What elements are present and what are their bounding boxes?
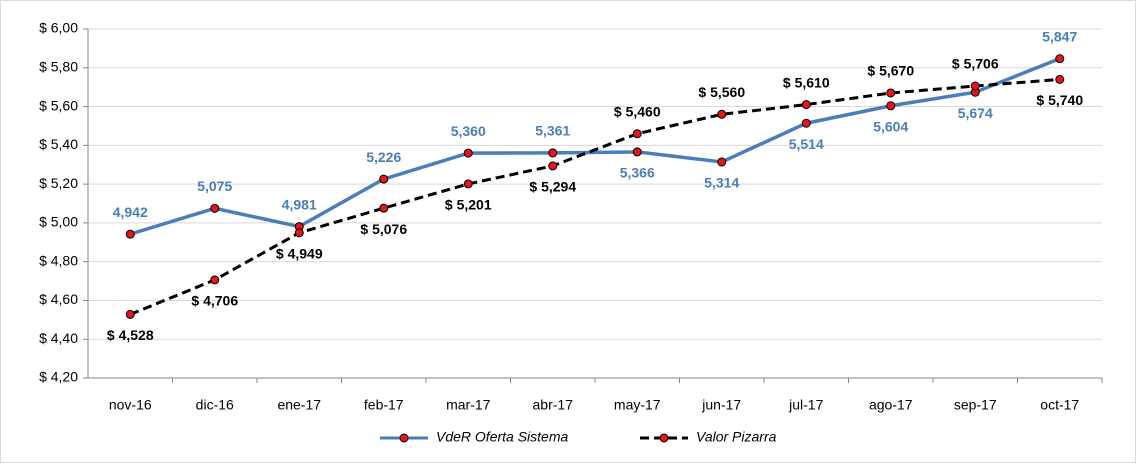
data-label: $ 5,294 [529,179,576,195]
data-label: 5,514 [789,136,824,152]
data-label: 5,674 [958,105,993,121]
point [379,203,389,213]
x-tick-label: ene-17 [277,397,321,413]
series-line [129,57,1061,236]
point [632,147,642,157]
data-label: 5,075 [197,178,232,194]
data-label: 5,226 [366,149,401,165]
data-label: $ 5,670 [867,63,914,79]
point [717,157,727,167]
series-line [129,77,1060,316]
data-label: 5,847 [1042,28,1077,44]
x-tick-label: jun-17 [701,397,741,413]
x-tick-label: jul-17 [788,397,823,413]
data-label: 5,314 [704,175,739,191]
y-tick-label: $ 4,40 [39,330,78,346]
x-tick-label: feb-17 [364,397,404,413]
data-label: $ 5,740 [1036,92,1083,108]
point [801,100,811,110]
legend-label: VdeR Oferta Sistema [436,429,568,445]
point [463,148,473,158]
y-tick-label: $ 5,20 [39,175,78,191]
y-tick-label: $ 4,60 [39,291,78,307]
data-label: $ 5,610 [783,74,830,90]
point [801,118,811,128]
x-tick-label: may-17 [614,397,661,413]
point [294,228,304,238]
legend-marker [659,433,669,443]
x-tick-label: mar-17 [446,397,491,413]
x-tick-label: ago-17 [869,397,913,413]
point [548,148,558,158]
legend-marker [399,433,409,443]
point [886,101,896,111]
point [210,275,220,285]
data-label: 4,942 [113,204,148,220]
x-tick-label: oct-17 [1040,397,1079,413]
point [886,88,896,98]
data-label: $ 5,076 [360,221,407,237]
point [125,229,135,239]
data-label: 4,981 [282,196,317,212]
data-label: $ 4,528 [107,327,154,343]
data-label: $ 4,706 [191,293,238,309]
point [1055,74,1065,84]
x-tick-label: sep-17 [954,397,997,413]
x-tick-label: nov-16 [109,397,152,413]
point [1055,54,1065,64]
y-tick-label: $ 4,80 [39,252,78,268]
point [632,129,642,139]
data-label: 5,361 [535,123,570,139]
data-label: 5,604 [873,118,908,134]
data-label: 5,366 [620,165,655,181]
point [717,109,727,119]
x-tick-label: abr-17 [533,397,574,413]
y-tick-label: $ 5,60 [39,97,78,113]
x-tick-label: dic-16 [196,397,234,413]
y-tick-label: $ 5,80 [39,58,78,74]
data-label: $ 5,560 [698,84,745,100]
y-tick-label: $ 6,00 [39,20,78,36]
data-label: $ 5,201 [445,197,492,213]
point [463,179,473,189]
y-tick-label: $ 4,20 [39,369,78,385]
data-label: $ 4,949 [276,245,323,261]
point [125,309,135,319]
legend-label: Valor Pizarra [696,429,777,445]
point [548,161,558,171]
point [210,203,220,213]
data-label: $ 5,460 [614,103,661,119]
data-label: 5,360 [451,123,486,139]
point [379,174,389,184]
data-label: $ 5,706 [952,56,999,72]
y-tick-label: $ 5,00 [39,214,78,230]
point [970,81,980,91]
y-tick-label: $ 5,40 [39,136,78,152]
